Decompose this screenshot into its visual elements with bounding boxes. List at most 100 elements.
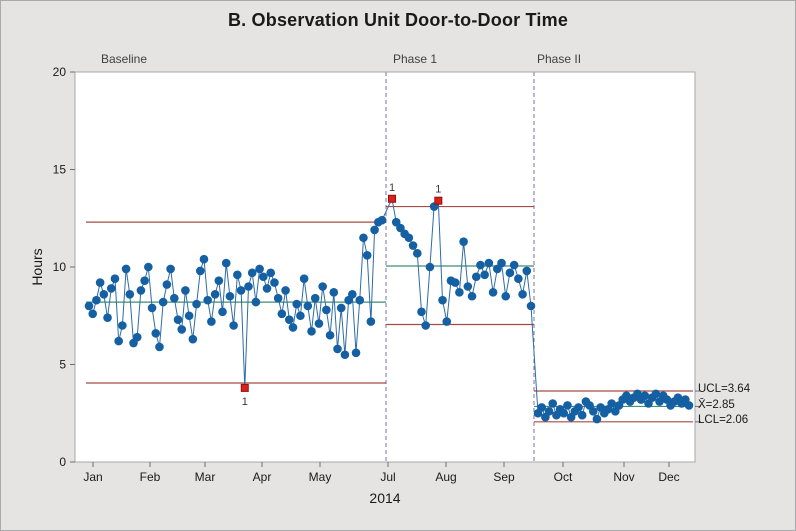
- out-of-control-flag: 1: [389, 182, 395, 194]
- out-of-control-point: [240, 383, 249, 392]
- x-tick-label: Aug: [435, 470, 456, 484]
- data-point: [548, 399, 558, 408]
- data-point: [221, 258, 231, 268]
- out-of-control-flag: 1: [435, 184, 441, 196]
- x-tick-label: Jul: [380, 470, 395, 484]
- data-point: [412, 249, 422, 258]
- data-point: [144, 262, 153, 272]
- data-point: [488, 288, 498, 297]
- y-tick-label: 15: [53, 163, 67, 177]
- x-tick-label: May: [309, 470, 332, 484]
- data-point: [421, 321, 430, 330]
- data-point: [537, 403, 546, 412]
- chart-title: B. Observation Unit Door-to-Door Time: [227, 10, 569, 30]
- data-point: [192, 299, 201, 309]
- data-point: [329, 288, 339, 297]
- plot-area: [75, 72, 695, 462]
- data-point: [563, 401, 572, 410]
- data-point: [270, 278, 279, 287]
- data-point: [366, 317, 376, 326]
- data-point: [184, 311, 194, 321]
- data-point: [526, 301, 536, 311]
- x-tick-label: Apr: [253, 470, 272, 484]
- out-of-control-point: [434, 196, 443, 205]
- data-point: [417, 307, 426, 317]
- data-point: [588, 407, 598, 416]
- data-point: [284, 315, 294, 324]
- data-point: [355, 295, 365, 305]
- y-tick-label: 0: [59, 455, 66, 469]
- data-point: [199, 254, 209, 264]
- data-point: [377, 215, 387, 225]
- data-point: [592, 414, 602, 424]
- data-point: [266, 268, 276, 278]
- data-point: [181, 286, 190, 295]
- phase2-limit-labels: UCL=3.64 X̄=2.85 LCL=2.06: [698, 382, 750, 429]
- data-point: [522, 266, 532, 276]
- phase-label-baseline: Baseline: [101, 52, 148, 66]
- data-point: [210, 290, 220, 299]
- data-point: [281, 286, 290, 295]
- data-point: [450, 278, 460, 287]
- data-point: [136, 286, 146, 295]
- data-point: [147, 303, 157, 313]
- data-point: [177, 325, 187, 334]
- x-tick-label: Mar: [195, 470, 216, 484]
- data-point: [166, 264, 175, 274]
- data-point: [442, 317, 452, 326]
- data-point: [299, 274, 309, 284]
- data-point: [247, 268, 257, 278]
- phase-label-phase1: Phase 1: [393, 52, 438, 66]
- data-point: [125, 290, 135, 299]
- data-point: [574, 403, 583, 412]
- data-point: [292, 299, 301, 309]
- data-point: [651, 389, 661, 399]
- data-point: [203, 295, 212, 305]
- data-point: [333, 344, 342, 354]
- data-point: [262, 284, 272, 293]
- data-point: [95, 278, 105, 287]
- data-point: [514, 274, 523, 284]
- data-point: [229, 321, 238, 330]
- data-point: [336, 303, 346, 313]
- data-point: [103, 313, 112, 323]
- data-point: [303, 301, 313, 311]
- x-tick-label: Feb: [140, 470, 161, 484]
- data-point: [170, 293, 179, 303]
- data-point: [259, 272, 268, 282]
- y-tick-label: 20: [53, 65, 67, 79]
- data-point: [314, 319, 324, 328]
- data-point: [244, 282, 253, 291]
- data-point: [544, 407, 554, 416]
- data-point: [476, 260, 485, 270]
- data-point: [318, 282, 327, 291]
- data-point: [233, 270, 242, 280]
- data-point: [348, 290, 357, 299]
- data-point: [188, 334, 198, 344]
- x-axis-year-label: 2014: [369, 490, 401, 506]
- data-point: [162, 280, 172, 289]
- x-tick-label: Oct: [554, 470, 573, 484]
- data-point: [340, 350, 350, 360]
- data-point: [471, 272, 481, 282]
- data-point: [84, 301, 94, 311]
- data-point: [195, 266, 205, 276]
- data-point: [218, 307, 227, 317]
- data-point: [110, 274, 120, 284]
- data-point: [559, 408, 569, 418]
- data-point: [408, 241, 418, 250]
- x-tick-label: Jan: [83, 470, 102, 484]
- data-point: [501, 291, 511, 301]
- data-point: [310, 293, 320, 303]
- data-point: [225, 291, 235, 301]
- data-point: [359, 233, 368, 243]
- data-point: [404, 233, 414, 243]
- xbar-label: X̄=2.85: [698, 398, 735, 411]
- data-point: [118, 321, 127, 330]
- data-point: [509, 260, 519, 270]
- data-point: [106, 284, 116, 293]
- data-point: [88, 309, 98, 319]
- ucl-label: UCL=3.64: [698, 383, 751, 395]
